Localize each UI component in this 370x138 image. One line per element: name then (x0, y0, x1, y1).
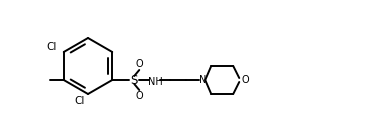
Text: O: O (135, 59, 143, 69)
Text: NH: NH (148, 77, 163, 87)
Text: O: O (242, 75, 249, 85)
Text: N: N (199, 75, 206, 85)
Text: Cl: Cl (75, 96, 85, 106)
Text: O: O (135, 91, 143, 101)
Text: S: S (131, 74, 138, 87)
Text: Cl: Cl (47, 42, 57, 52)
